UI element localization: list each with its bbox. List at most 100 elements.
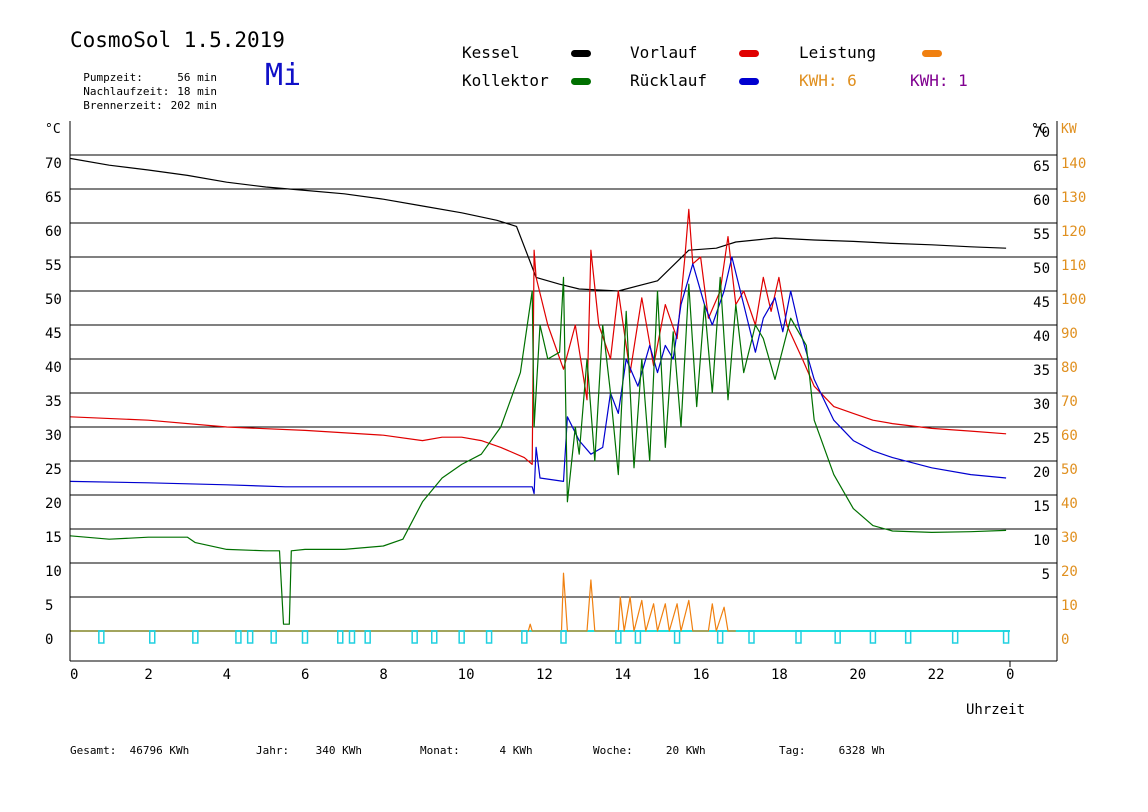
summary-monat: Monat: 4 KWh	[420, 744, 533, 757]
pump-marker-26	[1002, 630, 1010, 644]
y-tick-right-c-15: 15	[1033, 499, 1050, 515]
legend-kwh-purple: KWH: 1	[910, 71, 968, 90]
info-pumpzeit: Pumpzeit: 56 min	[70, 57, 217, 85]
legend-kollektor-label: Kollektor	[462, 71, 549, 90]
pump-marker-14	[521, 630, 528, 644]
chart-title: CosmoSol 1.5.2019	[70, 28, 285, 52]
grid-lines	[70, 154, 1057, 632]
y-tick-right-kw-110: 110	[1061, 258, 1086, 274]
series-kessel	[69, 157, 1007, 292]
pump-marker-7	[337, 630, 344, 644]
pump-marker-13	[485, 630, 493, 644]
pump-marker-8	[348, 630, 356, 644]
y-tick-left-70: 70	[45, 156, 62, 172]
info-value: 18 min	[177, 85, 217, 98]
x-tick-6: 12	[536, 667, 553, 683]
axes-frame	[69, 121, 1058, 667]
summary-value: 340 KWh	[315, 744, 362, 757]
x-tick-11: 22	[928, 667, 945, 683]
y-tick-right-kw-30: 30	[1061, 530, 1078, 546]
y-tick-right-c-60: 60	[1033, 193, 1050, 209]
pump-marker-21	[795, 630, 802, 644]
pump-marker-0	[98, 630, 105, 644]
y-tick-right-c-50: 50	[1033, 261, 1050, 277]
y-tick-left-20: 20	[45, 496, 62, 512]
y-tick-left-10: 10	[45, 564, 62, 580]
y-tick-left-30: 30	[45, 428, 62, 444]
y-tick-right-c-5: 5	[1042, 567, 1050, 583]
x-tick-7: 14	[614, 667, 631, 683]
pump-marker-4	[246, 630, 254, 644]
pump-marker-18	[673, 630, 681, 644]
y-tick-right-c-70: 70	[1033, 125, 1050, 141]
pump-marker-22	[834, 630, 841, 644]
x-tick-5: 10	[458, 667, 475, 683]
x-tick-9: 18	[771, 667, 788, 683]
y-tick-right-c-10: 10	[1033, 533, 1050, 549]
legend-kessel-swatch	[571, 50, 591, 57]
legend-ruecklauf-label: Rücklauf	[630, 71, 708, 90]
pump-marker-11	[431, 630, 438, 644]
x-tick-2: 4	[223, 667, 231, 683]
legend-vorlauf-swatch	[739, 50, 759, 57]
left-unit-label: °C	[45, 122, 61, 137]
y-tick-right-c-25: 25	[1033, 431, 1050, 447]
pump-marker-19	[716, 630, 724, 644]
pump-marker-1	[149, 630, 156, 644]
y-tick-right-kw-70: 70	[1061, 394, 1078, 410]
x-axis-label: Uhrzeit	[966, 702, 1025, 718]
info-label: Brennerzeit:	[83, 99, 163, 112]
y-tick-right-kw-120: 120	[1061, 224, 1086, 240]
legend-kessel-label: Kessel	[462, 43, 520, 62]
series-lines	[69, 157, 1007, 632]
info-label: Nachlaufzeit:	[83, 85, 170, 98]
y-tick-right-c-65: 65	[1033, 159, 1050, 175]
y-tick-right-kw-50: 50	[1061, 462, 1078, 478]
y-tick-right-c-20: 20	[1033, 465, 1050, 481]
y-tick-right-c-40: 40	[1033, 329, 1050, 345]
y-tick-left-5: 5	[45, 598, 53, 614]
right-unit-kw-label: KW	[1061, 122, 1077, 137]
summary-label: Monat:	[420, 744, 460, 757]
y-tick-right-kw-90: 90	[1061, 326, 1078, 342]
legend-leistung-swatch	[922, 50, 942, 57]
x-tick-0: 0	[70, 667, 78, 683]
y-tick-left-15: 15	[45, 530, 62, 546]
y-tick-left-0: 0	[45, 632, 53, 648]
y-tick-right-c-35: 35	[1033, 363, 1050, 379]
y-tick-left-25: 25	[45, 462, 62, 478]
y-tick-right-c-45: 45	[1033, 295, 1050, 311]
legend-kollektor-swatch	[571, 78, 591, 85]
pump-marker-25	[951, 630, 959, 644]
summary-value: 46796 KWh	[129, 744, 190, 757]
y-tick-right-kw-140: 140	[1061, 156, 1086, 172]
series-vorlauf	[69, 208, 1007, 465]
y-tick-left-55: 55	[45, 258, 62, 274]
y-tick-left-40: 40	[45, 360, 62, 376]
pump-marker-2	[192, 630, 199, 644]
weekday-label: Mi	[265, 58, 302, 93]
summary-label: Woche:	[593, 744, 633, 757]
pump-marker-6	[301, 630, 309, 644]
summary-jahr: Jahr: 340 KWh	[256, 744, 362, 757]
series-leistung	[70, 572, 736, 632]
info-value: 56 min	[177, 71, 217, 84]
pump-marker-10	[411, 630, 418, 644]
info-brennerzeit: Brennerzeit: 202 min	[70, 85, 217, 113]
info-value: 202 min	[170, 99, 217, 112]
info-nachlaufzeit: Nachlaufzeit: 18 min	[70, 71, 217, 99]
x-tick-4: 8	[379, 667, 387, 683]
y-tick-right-kw-20: 20	[1061, 564, 1078, 580]
pump-marker-5	[270, 630, 277, 644]
y-tick-right-kw-60: 60	[1061, 428, 1078, 444]
pump-marker-20	[748, 630, 755, 644]
pump-marker-3	[235, 630, 242, 644]
summary-label: Gesamt:	[70, 744, 117, 757]
pump-marker-16	[615, 630, 622, 644]
series-kollektor	[69, 276, 1007, 625]
y-tick-right-kw-100: 100	[1061, 292, 1086, 308]
legend-vorlauf-label: Vorlauf	[630, 43, 698, 62]
y-tick-right-kw-80: 80	[1061, 360, 1078, 376]
pump-marker-15	[560, 630, 567, 644]
